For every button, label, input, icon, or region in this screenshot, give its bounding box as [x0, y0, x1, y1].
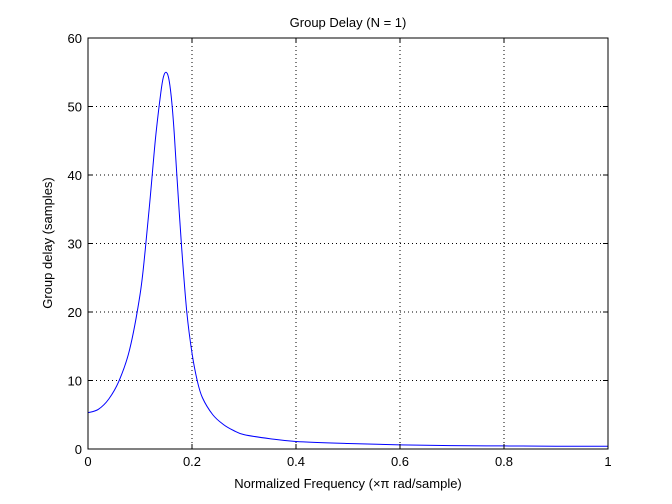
x-tick-label: 1: [604, 454, 611, 469]
chart-title: Group Delay (N = 1): [290, 15, 407, 30]
x-tick-label: 0.4: [287, 454, 305, 469]
group-delay-line: [87, 71, 609, 447]
x-axis-label: Normalized Frequency (×π rad/sample): [234, 476, 462, 491]
y-tick-label: 20: [68, 305, 82, 320]
x-tick-label: 0.8: [495, 454, 513, 469]
y-tick-label: 30: [68, 237, 82, 252]
y-tick-label: 0: [75, 442, 82, 457]
y-tick-label: 50: [68, 100, 82, 115]
x-tick-label: 0.6: [391, 454, 409, 469]
x-tick-label: 0.2: [183, 454, 201, 469]
grid-lines: [88, 38, 608, 449]
y-tick-label: 60: [68, 31, 82, 46]
y-tick-label: 40: [68, 168, 82, 183]
y-tick-label: 10: [68, 374, 82, 389]
x-tick-label: 0: [84, 454, 91, 469]
y-axis-label: Group delay (samples): [40, 177, 55, 309]
